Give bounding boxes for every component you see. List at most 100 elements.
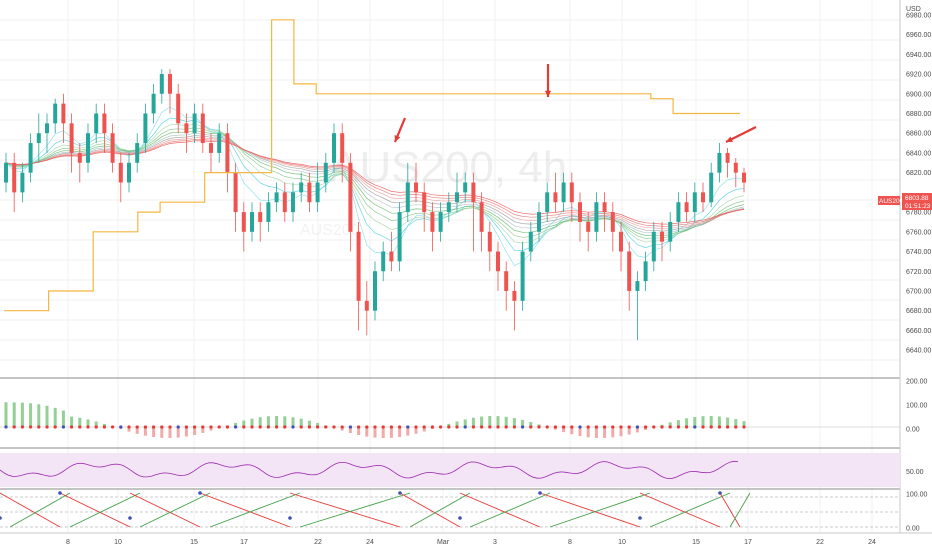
candle	[520, 241, 525, 311]
histogram-bar	[521, 419, 525, 427]
signal-dot	[94, 425, 98, 429]
candle	[684, 192, 689, 222]
candle	[12, 152, 17, 213]
signal-dot	[537, 425, 541, 429]
signal-dot	[701, 425, 705, 429]
stoch-d-line	[9, 492, 71, 528]
signal-dot	[168, 425, 172, 429]
histogram-bar	[496, 416, 500, 427]
signal-dot	[611, 425, 615, 429]
candle	[430, 202, 435, 252]
histogram-bar	[283, 416, 287, 427]
candle-body	[356, 231, 361, 301]
signal-dot	[275, 425, 279, 429]
signal-dot	[553, 425, 558, 429]
candle-body	[168, 74, 172, 94]
histogram-bar	[611, 427, 615, 438]
time-axis[interactable]: 8 10 15 17 22 24 Mar 3 8 10 15 17 22 24	[66, 539, 876, 546]
histogram-bar	[250, 418, 254, 427]
signal-dot	[734, 425, 738, 429]
candle-body	[299, 182, 304, 193]
candle-body	[233, 172, 238, 213]
candle	[578, 192, 582, 242]
candle	[28, 133, 33, 183]
signal-dot	[447, 425, 451, 429]
candle	[512, 281, 517, 331]
candle	[209, 133, 213, 173]
last-price-value: 6803.88	[905, 195, 929, 202]
signal-dot	[414, 425, 418, 429]
signal-dot	[627, 425, 631, 429]
oscillator-pane[interactable]	[0, 402, 900, 438]
date-tick: 24	[868, 539, 876, 546]
signal-dot	[521, 425, 525, 429]
date-tick: 10	[618, 539, 626, 546]
candle	[627, 241, 632, 311]
candle	[258, 202, 263, 242]
price-axis[interactable]: USD 6980.00 6960.00 6940.00 6920.00 6900.00 6…	[906, 6, 931, 355]
histogram-bar	[488, 416, 492, 427]
date-tick: 15	[692, 539, 700, 546]
oscillator-axis[interactable]: 200.00 100.00 0.00 50.00 100.00 0.00	[906, 379, 928, 533]
signal-dot	[463, 425, 467, 429]
candle-body	[430, 212, 435, 232]
histogram-bar	[12, 402, 16, 427]
histogram-bar	[184, 427, 188, 437]
candle-body	[733, 162, 738, 173]
candle-body	[668, 221, 673, 242]
candle	[291, 182, 295, 222]
histogram-bar	[135, 427, 139, 434]
candle	[487, 221, 492, 272]
signal-dot	[365, 425, 369, 429]
candle-body	[241, 212, 246, 232]
candle-body	[463, 182, 468, 193]
signal-dot	[242, 425, 246, 429]
candle-body	[389, 251, 394, 262]
stochastic-pane[interactable]	[0, 491, 900, 528]
candle	[110, 123, 115, 173]
candle	[610, 202, 615, 252]
candle	[471, 172, 476, 252]
candle-body	[397, 212, 402, 262]
candle-body	[414, 182, 418, 193]
candle	[709, 162, 714, 208]
signal-dot	[316, 425, 320, 429]
candle-body	[61, 103, 66, 124]
signal-dot	[201, 425, 205, 429]
histogram-bar	[627, 427, 631, 435]
price-tick: 6840.00	[906, 150, 931, 157]
histogram-bar	[406, 427, 410, 436]
candle	[45, 113, 49, 153]
osc-tick: 0.00	[906, 427, 920, 434]
stoch-signal-dot	[538, 491, 542, 495]
candle-body	[266, 202, 271, 222]
signal-dot	[12, 425, 16, 429]
histogram-bar	[693, 416, 697, 427]
histogram-bar	[381, 427, 385, 438]
signal-dot	[652, 425, 656, 429]
histogram-bar	[619, 427, 623, 437]
histogram-bar	[340, 427, 344, 431]
histogram-bar	[389, 427, 393, 438]
symbol-tag	[878, 196, 900, 205]
histogram-bar	[701, 416, 705, 427]
signal-dot	[348, 425, 352, 429]
candle-body	[135, 143, 140, 163]
histogram-bar	[365, 427, 369, 437]
last-price-tag	[902, 193, 932, 210]
candle	[118, 152, 123, 203]
signal-dot	[709, 425, 713, 429]
signal-dot	[619, 425, 623, 429]
histogram-bar	[357, 427, 361, 435]
candle-body	[118, 162, 123, 183]
candle-body	[553, 192, 558, 203]
signal-dot	[635, 425, 640, 429]
candle-body	[594, 202, 599, 232]
candle	[569, 172, 574, 222]
candle-body	[479, 202, 484, 232]
signal-dot	[545, 425, 549, 429]
rsi-band	[0, 453, 900, 487]
signal-dot	[135, 425, 139, 429]
candle-body	[86, 133, 90, 163]
